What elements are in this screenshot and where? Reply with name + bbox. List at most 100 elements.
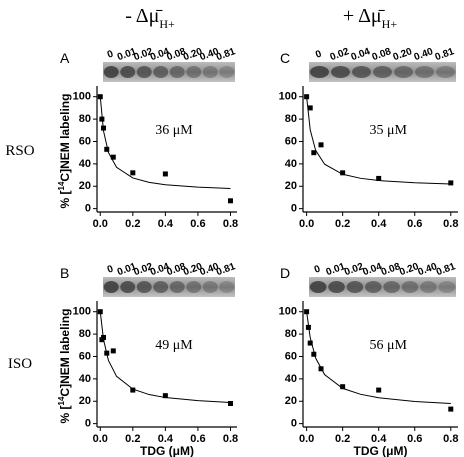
x-tick-label: 0.2 bbox=[125, 218, 140, 230]
data-point bbox=[97, 309, 103, 315]
lane-label: 0.81 bbox=[215, 46, 237, 63]
gel-strip bbox=[309, 277, 456, 297]
y-label-sup: 14 bbox=[57, 396, 66, 405]
data-point bbox=[376, 175, 382, 181]
x-tick-label: 0.6 bbox=[190, 218, 205, 230]
y-tick-label: 20 bbox=[285, 395, 297, 407]
panel-letter: D bbox=[280, 265, 290, 281]
y-tick-label: 0 bbox=[85, 203, 91, 215]
y-tick-label: 80 bbox=[285, 328, 297, 340]
gel-band bbox=[219, 281, 235, 293]
x-tick-label: 0.6 bbox=[190, 433, 205, 445]
row-label: RSO bbox=[5, 143, 34, 159]
data-point bbox=[305, 324, 311, 330]
gel-band bbox=[103, 281, 119, 293]
gel-band bbox=[120, 66, 136, 78]
gel-band bbox=[401, 281, 419, 293]
y-tick-label: 60 bbox=[79, 135, 91, 147]
x-tick-label: 0.4 bbox=[158, 218, 174, 230]
data-point bbox=[304, 309, 310, 315]
lane-label: 0.02 bbox=[329, 46, 351, 63]
data-point bbox=[376, 387, 382, 393]
gel-band bbox=[153, 281, 169, 293]
lane-label: 0 bbox=[106, 48, 115, 60]
data-point bbox=[304, 94, 310, 100]
x-tick-label: 0.6 bbox=[407, 433, 422, 445]
lane-label: 0.81 bbox=[434, 46, 456, 63]
gel-band bbox=[328, 281, 345, 293]
fit-curve bbox=[306, 96, 451, 185]
data-point bbox=[318, 366, 324, 372]
x-tick-label: 0.6 bbox=[407, 218, 422, 230]
gel-band bbox=[394, 66, 413, 78]
gel-band bbox=[186, 66, 202, 78]
gel-band bbox=[365, 281, 382, 293]
x-tick-label: 0.2 bbox=[125, 433, 140, 445]
data-point bbox=[318, 142, 324, 148]
x-tick-label: 0.0 bbox=[93, 218, 108, 230]
x-tick-label: 0.2 bbox=[335, 218, 350, 230]
data-point bbox=[110, 348, 116, 354]
y-tick-label: 100 bbox=[73, 306, 91, 318]
data-point bbox=[340, 170, 346, 176]
data-point bbox=[307, 340, 313, 346]
y-tick-label: 20 bbox=[285, 180, 297, 192]
gel-band bbox=[169, 66, 185, 78]
data-point bbox=[162, 171, 168, 177]
y-tick-label: 0 bbox=[291, 418, 297, 430]
x-axis-label: TDG (μM) bbox=[140, 444, 194, 457]
gel-band bbox=[373, 66, 392, 78]
gel-band bbox=[202, 66, 218, 78]
y-axis-label: % [14C]NEM labeling bbox=[57, 94, 72, 209]
lane-label: 0 bbox=[313, 263, 322, 275]
gel-band bbox=[415, 66, 434, 78]
gel-band bbox=[438, 281, 456, 293]
lane-label: 0.04 bbox=[350, 46, 372, 63]
y-tick-label: 40 bbox=[79, 373, 91, 385]
x-tick-label: 0.0 bbox=[93, 433, 108, 445]
x-tick-label: 0.4 bbox=[158, 433, 174, 445]
gel-band bbox=[436, 66, 455, 78]
y-label-part: % [ bbox=[58, 405, 72, 423]
gel-band bbox=[103, 66, 119, 78]
x-tick-label: 0.0 bbox=[299, 218, 314, 230]
y-tick-label: 80 bbox=[285, 113, 297, 125]
x-tick-label: 0.8 bbox=[443, 433, 458, 445]
annotation: 56 μM bbox=[370, 338, 408, 353]
data-point bbox=[311, 150, 317, 156]
y-tick-label: 40 bbox=[285, 158, 297, 170]
x-tick-label: 0.8 bbox=[443, 218, 458, 230]
gel-band bbox=[186, 281, 202, 293]
data-point bbox=[130, 387, 136, 393]
y-tick-label: 60 bbox=[79, 350, 91, 362]
y-label-part: C]NEM labeling bbox=[58, 309, 72, 397]
y-tick-label: 20 bbox=[79, 180, 91, 192]
gel-strip bbox=[103, 62, 235, 82]
column-title: + Δμ̄H+ bbox=[343, 5, 397, 31]
x-tick-label: 0.8 bbox=[223, 433, 238, 445]
data-point bbox=[227, 198, 233, 204]
x-axis-label: TDG (μM) bbox=[354, 444, 408, 457]
gel-band bbox=[136, 66, 152, 78]
row-label: ISO bbox=[8, 356, 32, 372]
y-label-sup: 14 bbox=[57, 181, 66, 190]
data-point bbox=[311, 351, 317, 357]
data-point bbox=[340, 384, 346, 390]
lane-label: 0.81 bbox=[435, 261, 457, 278]
x-tick-label: 0.8 bbox=[223, 218, 238, 230]
annotation: 36 μM bbox=[155, 123, 193, 138]
lane-label: 0.20 bbox=[392, 46, 414, 63]
y-tick-label: 0 bbox=[85, 418, 91, 430]
gel-band bbox=[153, 66, 169, 78]
y-tick-label: 60 bbox=[285, 135, 297, 147]
annotation: 35 μM bbox=[370, 123, 408, 138]
gel-band bbox=[310, 66, 329, 78]
x-tick-label: 0.4 bbox=[371, 433, 387, 445]
x-tick-label: 0.4 bbox=[371, 218, 387, 230]
fit-curve bbox=[99, 96, 231, 189]
lane-label: 0 bbox=[314, 48, 323, 60]
gel-band bbox=[331, 66, 350, 78]
data-point bbox=[307, 105, 313, 111]
data-point bbox=[104, 146, 110, 152]
